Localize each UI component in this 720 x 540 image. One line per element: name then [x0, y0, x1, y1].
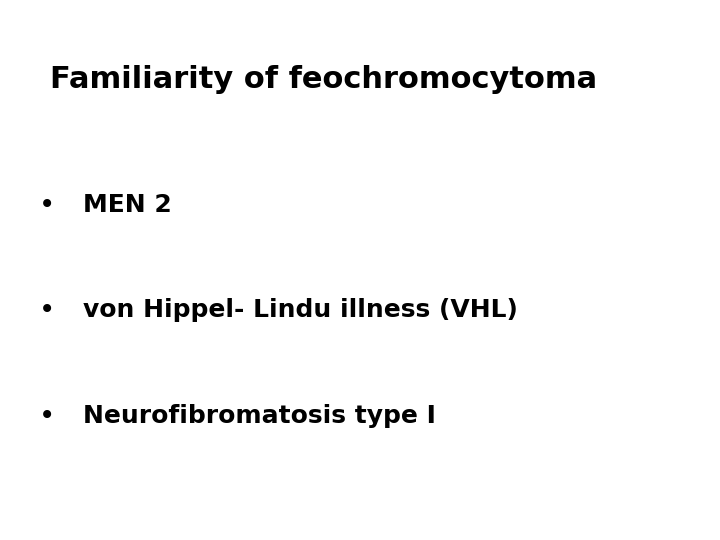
Text: •: • [39, 402, 55, 430]
Text: von Hippel- Lindu illness (VHL): von Hippel- Lindu illness (VHL) [83, 299, 518, 322]
Text: Neurofibromatosis type I: Neurofibromatosis type I [83, 404, 436, 428]
Text: •: • [39, 296, 55, 325]
Text: MEN 2: MEN 2 [83, 193, 171, 217]
Text: Familiarity of feochromocytoma: Familiarity of feochromocytoma [50, 65, 598, 94]
Text: •: • [39, 191, 55, 219]
